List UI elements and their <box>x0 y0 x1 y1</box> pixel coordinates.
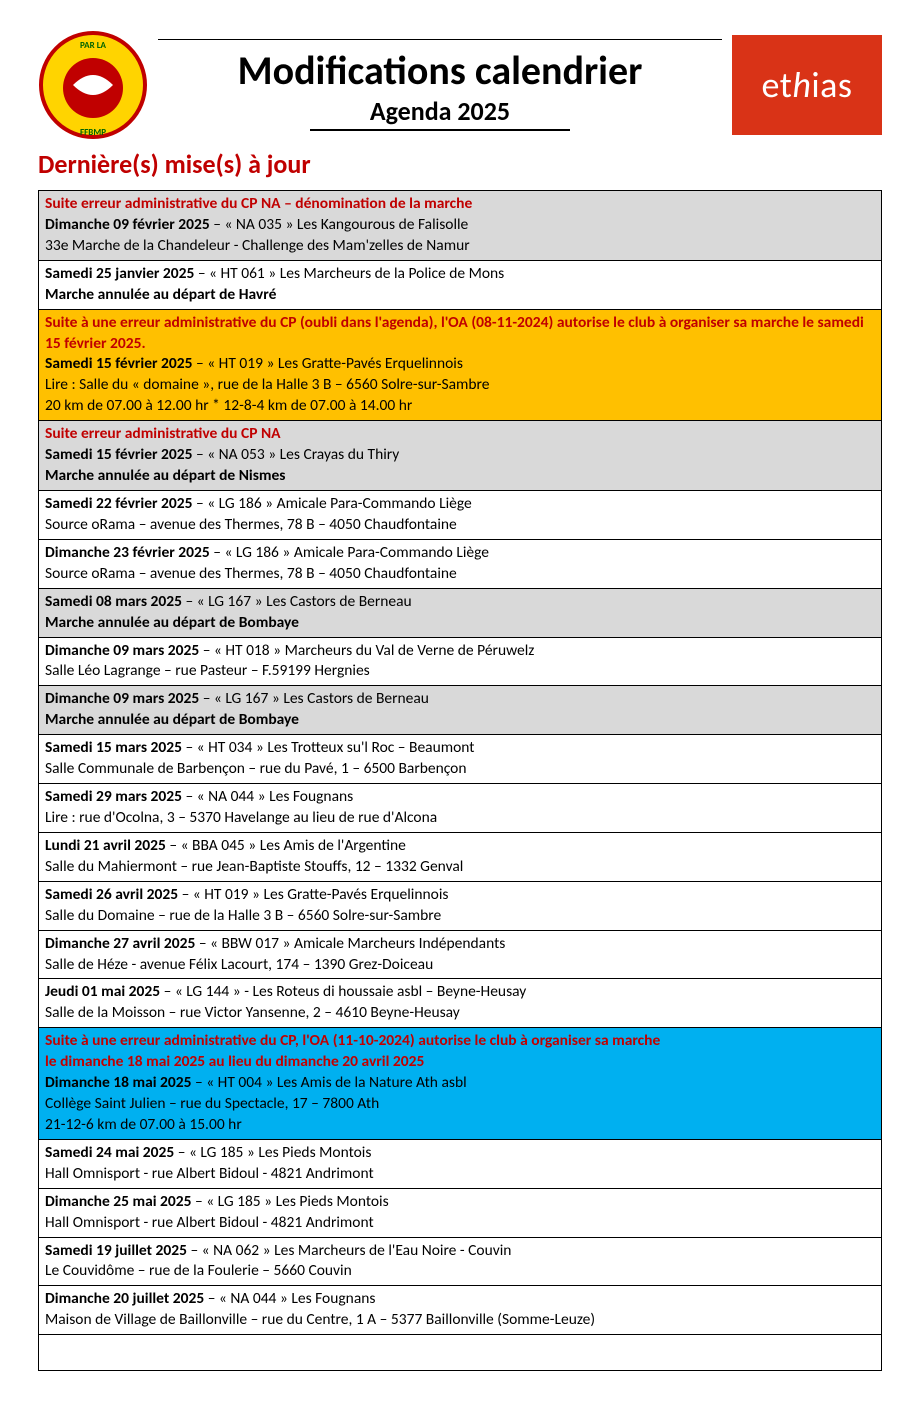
table-line: Lire : Salle du « domaine », rue de la H… <box>45 375 875 396</box>
table-line: Samedi 15 février 2025 – « NA 053 » Les … <box>45 445 875 466</box>
table-row <box>39 1334 881 1370</box>
table-line: Dimanche 09 mars 2025 – « HT 018 » March… <box>45 641 875 662</box>
table-line: Samedi 15 mars 2025 – « HT 034 » Les Tro… <box>45 738 875 759</box>
table-row: Dimanche 25 mai 2025 – « LG 185 » Les Pi… <box>39 1188 881 1237</box>
table-line: Samedi 25 janvier 2025 – « HT 061 » Les … <box>45 264 875 285</box>
table-line: Samedi 19 juillet 2025 – « NA 062 » Les … <box>45 1241 875 1262</box>
table-line: Dimanche 09 février 2025 – « NA 035 » Le… <box>45 215 875 236</box>
table-row: Dimanche 09 mars 2025 – « HT 018 » March… <box>39 637 881 686</box>
page-subtitle: Agenda 2025 <box>310 95 570 131</box>
table-line: Salle de Héze - avenue Félix Lacourt, 17… <box>45 955 875 976</box>
table-line: Dimanche 23 février 2025 – « LG 186 » Am… <box>45 543 875 564</box>
table-line: Dimanche 27 avril 2025 – « BBW 017 » Ami… <box>45 934 875 955</box>
table-row: Lundi 21 avril 2025 – « BBA 045 » Les Am… <box>39 832 881 881</box>
table-line: Source oRama – avenue des Thermes, 78 B … <box>45 564 875 585</box>
table-line: Dimanche 09 mars 2025 – « LG 167 » Les C… <box>45 689 875 710</box>
table-line: le dimanche 18 mai 2025 au lieu du diman… <box>45 1052 875 1073</box>
table-line: Samedi 29 mars 2025 – « NA 044 » Les Fou… <box>45 787 875 808</box>
table-line: Salle Communale de Barbençon – rue du Pa… <box>45 759 875 780</box>
table-line: Marche annulée au départ de Havré <box>45 285 875 306</box>
table-line: Hall Omnisport - rue Albert Bidoul - 482… <box>45 1213 875 1234</box>
table-row: Samedi 22 février 2025 – « LG 186 » Amic… <box>39 490 881 539</box>
table-line: Lundi 21 avril 2025 – « BBA 045 » Les Am… <box>45 836 875 857</box>
table-line: Source oRama – avenue des Thermes, 78 B … <box>45 515 875 536</box>
table-line: Marche annulée au départ de Bombaye <box>45 613 875 634</box>
table-row: Samedi 24 mai 2025 – « LG 185 » Les Pied… <box>39 1139 881 1188</box>
table-line: Dimanche 20 juillet 2025 – « NA 044 » Le… <box>45 1289 875 1310</box>
table-line: Dimanche 25 mai 2025 – « LG 185 » Les Pi… <box>45 1192 875 1213</box>
table-row: Samedi 08 mars 2025 – « LG 167 » Les Cas… <box>39 588 881 637</box>
table-line: Samedi 08 mars 2025 – « LG 167 » Les Cas… <box>45 592 875 613</box>
table-line: Suite erreur administrative du CP NA – d… <box>45 194 875 215</box>
table-line: Salle Léo Lagrange – rue Pasteur – F.591… <box>45 661 875 682</box>
table-line: Maison de Village de Baillonville – rue … <box>45 1310 875 1331</box>
logo-ffbmp: PAR LA FFBMP <box>38 30 148 140</box>
updates-table: Suite erreur administrative du CP NA – d… <box>38 190 882 1371</box>
table-line: Samedi 22 février 2025 – « LG 186 » Amic… <box>45 494 875 515</box>
table-row: Dimanche 20 juillet 2025 – « NA 044 » Le… <box>39 1285 881 1334</box>
page-header: PAR LA FFBMP Modifications calendrier Ag… <box>38 30 882 140</box>
table-line: Suite à une erreur administrative du CP … <box>45 313 875 355</box>
table-line: Jeudi 01 mai 2025 – « LG 144 » - Les Rot… <box>45 982 875 1003</box>
svg-text:PAR LA: PAR LA <box>80 40 107 51</box>
table-row: Samedi 15 mars 2025 – « HT 034 » Les Tro… <box>39 734 881 783</box>
table-line: Suite à une erreur administrative du CP,… <box>45 1031 875 1052</box>
table-line: Samedi 26 avril 2025 – « HT 019 » Les Gr… <box>45 885 875 906</box>
table-line: Samedi 24 mai 2025 – « LG 185 » Les Pied… <box>45 1143 875 1164</box>
logo-ethias: ethias <box>732 35 882 135</box>
table-line: Suite erreur administrative du CP NA <box>45 424 875 445</box>
table-line: Samedi 15 février 2025 – « HT 019 » Les … <box>45 354 875 375</box>
table-line: Hall Omnisport - rue Albert Bidoul - 482… <box>45 1164 875 1185</box>
table-line: Salle du Domaine – rue de la Halle 3 B –… <box>45 906 875 927</box>
page-title: Modifications calendrier <box>158 46 722 95</box>
table-row: Suite erreur administrative du CP NA – d… <box>39 191 881 260</box>
table-line: 21-12-6 km de 07.00 à 15.00 hr <box>45 1115 875 1136</box>
svg-text:FFBMP: FFBMP <box>80 127 106 138</box>
section-title: Dernière(s) mise(s) à jour <box>38 148 882 180</box>
table-row: Dimanche 09 mars 2025 – « LG 167 » Les C… <box>39 685 881 734</box>
table-row: Samedi 29 mars 2025 – « NA 044 » Les Fou… <box>39 783 881 832</box>
table-row: Dimanche 23 février 2025 – « LG 186 » Am… <box>39 539 881 588</box>
table-row: Jeudi 01 mai 2025 – « LG 144 » - Les Rot… <box>39 978 881 1027</box>
table-line: Marche annulée au départ de Bombaye <box>45 710 875 731</box>
table-row: Suite à une erreur administrative du CP … <box>39 309 881 421</box>
table-line: Collège Saint Julien – rue du Spectacle,… <box>45 1094 875 1115</box>
table-line: Lire : rue d'Ocolna, 3 – 5370 Havelange … <box>45 808 875 829</box>
table-line: Marche annulée au départ de Nismes <box>45 466 875 487</box>
table-line: 33e Marche de la Chandeleur - Challenge … <box>45 236 875 257</box>
table-row: Suite à une erreur administrative du CP,… <box>39 1027 881 1139</box>
title-block: Modifications calendrier Agenda 2025 <box>148 39 732 131</box>
table-line: Dimanche 18 mai 2025 – « HT 004 » Les Am… <box>45 1073 875 1094</box>
table-line: 20 km de 07.00 à 12.00 hr * 12-8-4 km de… <box>45 396 875 417</box>
table-row: Dimanche 27 avril 2025 – « BBW 017 » Ami… <box>39 930 881 979</box>
table-line: Salle du Mahiermont – rue Jean-Baptiste … <box>45 857 875 878</box>
table-row: Suite erreur administrative du CP NASame… <box>39 420 881 490</box>
table-row: Samedi 26 avril 2025 – « HT 019 » Les Gr… <box>39 881 881 930</box>
table-line: Salle de la Moisson – rue Victor Yansenn… <box>45 1003 875 1024</box>
table-row: Samedi 25 janvier 2025 – « HT 061 » Les … <box>39 260 881 309</box>
table-row: Samedi 19 juillet 2025 – « NA 062 » Les … <box>39 1237 881 1286</box>
table-line: Le Couvidôme – rue de la Foulerie – 5660… <box>45 1261 875 1282</box>
